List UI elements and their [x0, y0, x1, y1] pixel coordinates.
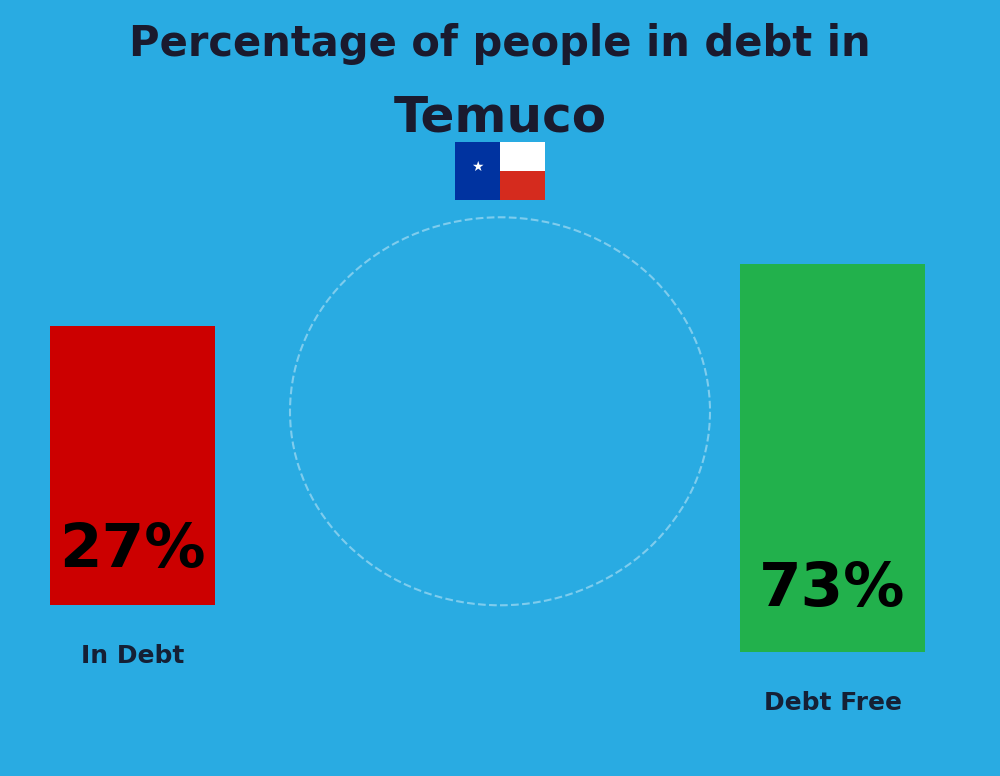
Text: 73%: 73%: [759, 560, 906, 619]
FancyBboxPatch shape: [500, 141, 545, 171]
Text: Percentage of people in debt in: Percentage of people in debt in: [129, 23, 871, 65]
FancyBboxPatch shape: [455, 141, 500, 199]
Text: Temuco: Temuco: [393, 93, 607, 141]
Text: Debt Free: Debt Free: [764, 691, 902, 715]
Text: 27%: 27%: [59, 521, 206, 580]
Text: ★: ★: [471, 160, 484, 174]
FancyBboxPatch shape: [740, 264, 925, 652]
Text: In Debt: In Debt: [81, 644, 184, 668]
FancyBboxPatch shape: [500, 171, 545, 199]
FancyBboxPatch shape: [50, 326, 215, 605]
